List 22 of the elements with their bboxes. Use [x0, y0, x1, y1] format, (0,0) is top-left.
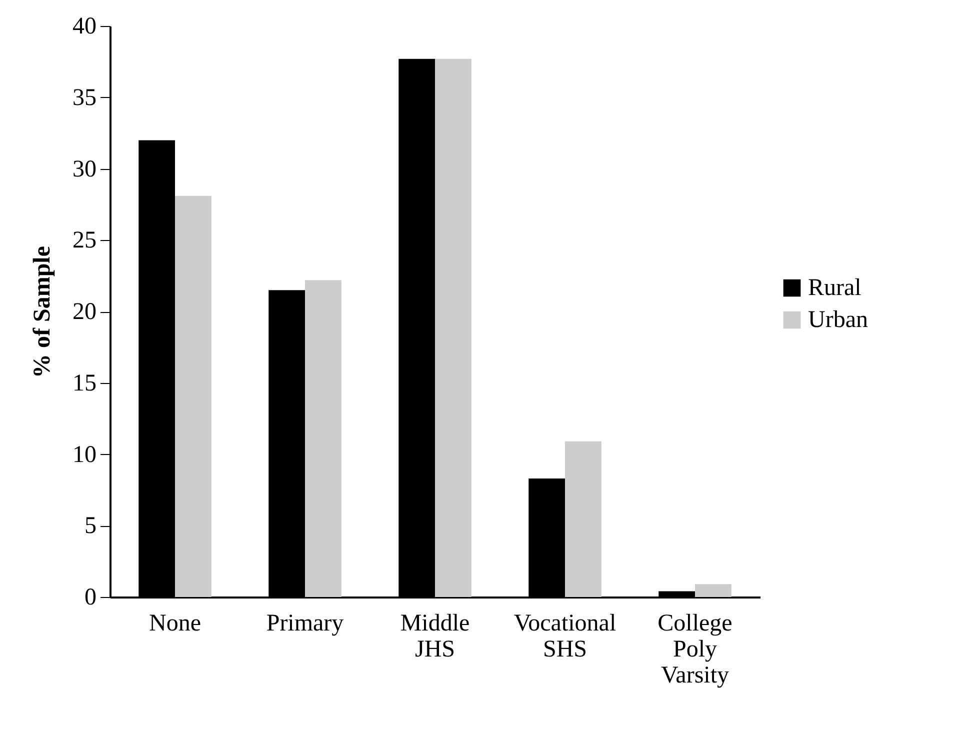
- bar: [305, 280, 342, 597]
- y-tick-label: 10: [72, 442, 96, 468]
- bar: [695, 584, 732, 597]
- bar: [175, 196, 212, 597]
- x-tick-label: None: [149, 610, 201, 636]
- y-tick-label: 30: [72, 156, 96, 182]
- y-tick-label: 0: [84, 584, 96, 610]
- y-tick-label: 35: [72, 84, 96, 111]
- y-tick-label: 20: [72, 299, 96, 325]
- y-tick-label: 5: [84, 513, 96, 540]
- y-tick-label: 40: [72, 14, 96, 40]
- y-tick-label: 25: [72, 228, 96, 254]
- y-tick-label: 15: [72, 370, 96, 396]
- bar: [565, 441, 602, 597]
- bar: [435, 58, 472, 597]
- x-tick-label: Middle JHS: [400, 610, 470, 662]
- legend-label: Urban: [808, 307, 868, 333]
- legend-label: Rural: [808, 275, 862, 301]
- y-axis-title: % of Sample: [30, 246, 56, 378]
- x-tick-label: Vocational SHS: [514, 610, 616, 662]
- x-tick-label: College Poly Varsity: [658, 610, 732, 688]
- x-tick-label: Primary: [266, 610, 344, 636]
